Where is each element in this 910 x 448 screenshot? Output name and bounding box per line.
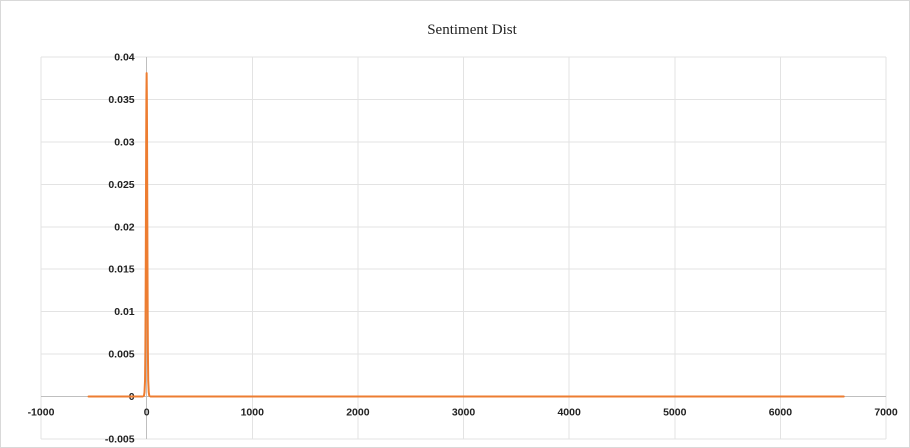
- x-tick-label: 0: [144, 407, 150, 419]
- x-tick-label: 1000: [241, 407, 265, 419]
- x-tick-label: 2000: [346, 407, 370, 419]
- x-tick-label: 7000: [874, 407, 898, 419]
- x-tick-label: -1000: [28, 407, 55, 419]
- y-tick-label: 0.03: [114, 136, 135, 148]
- y-tick-label: 0.005: [108, 349, 134, 361]
- x-tick-label: 5000: [663, 407, 687, 419]
- y-tick-label: 0.015: [108, 264, 134, 276]
- chart-title: Sentiment Dist: [427, 22, 517, 38]
- series-line: [87, 72, 845, 398]
- y-tick-labels: -0.00500.0050.010.0150.020.0250.030.0350…: [105, 52, 135, 446]
- y-tick-label: -0.005: [105, 434, 135, 446]
- x-tick-label: 6000: [769, 407, 793, 419]
- x-tick-label: 4000: [557, 407, 581, 419]
- series-lines: [87, 72, 845, 398]
- y-tick-label: 0.01: [114, 306, 135, 318]
- gridlines: [40, 56, 887, 440]
- y-tick-label: 0.035: [108, 94, 134, 106]
- y-tick-label: 0.04: [114, 52, 135, 64]
- y-tick-label: 0.025: [108, 179, 134, 191]
- y-tick-label: 0.02: [114, 221, 135, 233]
- x-tick-labels: -1000 0 1000 2000 3000 4000 5000 6000 7000: [28, 407, 898, 419]
- x-tick-label: 3000: [452, 407, 476, 419]
